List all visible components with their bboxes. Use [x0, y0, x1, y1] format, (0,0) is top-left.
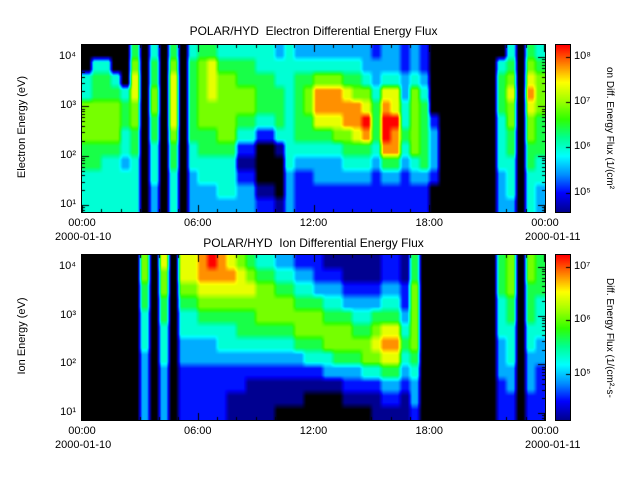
y-tick-label: 10¹	[60, 198, 76, 211]
colorbar-tick-label: 10⁶	[574, 140, 591, 153]
x-tick-label: 00:00	[531, 217, 559, 229]
colorbar-canvas	[556, 45, 570, 212]
x-tick-label: 18:00	[415, 425, 444, 437]
date-start-label: 2000-01-10	[55, 231, 112, 243]
colorbar-tick-label: 10⁷	[574, 95, 591, 108]
x-tick-label: 06:00	[183, 425, 212, 437]
panel-title: POLAR/HYD Electron Differential Energy F…	[189, 24, 438, 38]
y-tick-label: 10²	[60, 357, 76, 370]
colorbar-tick-label: 10⁸	[574, 49, 591, 62]
colorbar-tick-label: 10⁷	[574, 259, 591, 272]
ion-spectrogram-canvas	[82, 255, 545, 420]
y-axis-label: Ion Energy (eV)	[16, 296, 28, 375]
x-tick-label: 12:00	[299, 425, 328, 437]
plot-area	[81, 254, 546, 421]
x-tick-label: 18:00	[415, 217, 444, 229]
y-tick-label: 10²	[60, 148, 76, 161]
x-tick-label: 00:00	[68, 217, 96, 229]
y-tick-label: 10³	[60, 99, 76, 112]
y-tick-label: 10⁴	[59, 259, 76, 272]
colorbar	[555, 254, 571, 421]
x-tick-label: 00:00	[531, 425, 559, 437]
colorbar-label: Diff. Energy Flux (1/(cm²-s-	[604, 277, 615, 398]
plot-area	[81, 44, 546, 213]
colorbar-tick-label: 10⁵	[574, 185, 591, 198]
colorbar-canvas	[556, 255, 570, 420]
date-end-label: 2000-01-11	[525, 439, 581, 451]
y-tick-label: 10³	[60, 308, 76, 321]
electron-spectrogram-canvas	[82, 45, 545, 212]
colorbar-label: on Diff. Energy Flux (1/(cm²	[604, 67, 615, 190]
x-tick-label: 12:00	[299, 217, 328, 229]
date-start-label: 2000-01-10	[55, 439, 112, 451]
colorbar	[555, 44, 571, 213]
panel-title: POLAR/HYD Ion Differential Energy Flux	[203, 236, 424, 250]
colorbar-tick-label: 10⁵	[574, 366, 591, 379]
y-tick-label: 10⁴	[59, 49, 76, 62]
x-tick-label: 06:00	[183, 217, 212, 229]
date-end-label: 2000-01-11	[525, 231, 581, 243]
y-tick-label: 10¹	[60, 406, 76, 419]
y-axis-label: Electron Energy (eV)	[16, 75, 28, 178]
x-tick-label: 00:00	[68, 425, 96, 437]
colorbar-tick-label: 10⁶	[574, 313, 591, 326]
